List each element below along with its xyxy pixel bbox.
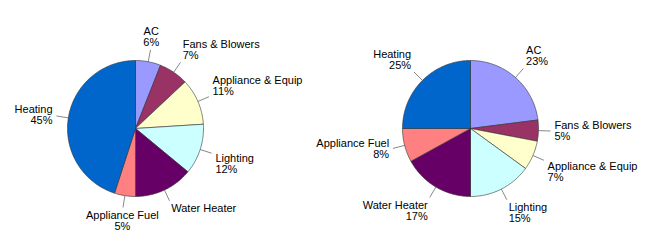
svg-text:Fans & Blowers5%: Fans & Blowers5% — [554, 119, 632, 142]
svg-text:Lighting15%: Lighting15% — [509, 201, 548, 224]
svg-text:Heating45%: Heating45% — [15, 103, 53, 126]
svg-text:Heating25%: Heating25% — [373, 48, 411, 71]
svg-text:Water Heater17%: Water Heater17% — [363, 199, 428, 222]
svg-text:Appliance & Equip11%: Appliance & Equip11% — [213, 74, 303, 97]
svg-text:Water Heater: Water Heater — [171, 202, 236, 214]
svg-text:AC23%: AC23% — [526, 44, 548, 67]
svg-text:AC6%: AC6% — [143, 25, 159, 48]
svg-text:Fans & Blowers7%: Fans & Blowers7% — [183, 38, 261, 61]
svg-text:Appliance Fuel5%: Appliance Fuel5% — [86, 209, 159, 232]
svg-text:Appliance Fuel8%: Appliance Fuel8% — [316, 137, 389, 160]
svg-text:Appliance & Equip7%: Appliance & Equip7% — [548, 160, 638, 183]
svg-text:Lighting12%: Lighting12% — [215, 152, 254, 175]
